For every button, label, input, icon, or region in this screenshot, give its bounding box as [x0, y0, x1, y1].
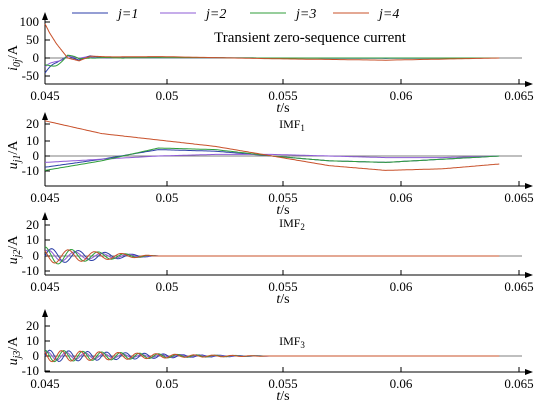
x-tick-label: 0.06 [390, 88, 413, 103]
x-tick-label: 0.06 [390, 190, 413, 205]
x-tick-label: 0.06 [390, 376, 413, 391]
y-tick-label: 0 [33, 348, 40, 363]
y-axis-arrow [42, 309, 48, 317]
y-tick-label: 20 [26, 217, 39, 232]
x-tick-label: 0.06 [390, 279, 413, 294]
legend-item-j4: j=4 [333, 7, 399, 22]
x-axis-arrow [525, 81, 533, 87]
panel-title: IMF3 [279, 334, 305, 350]
panel-1: 100 50 0 -50 0.045 0.05 0.055 0.06 0.065 t/s i0j/A… [6, 12, 534, 116]
x-tick-label: 0.05 [156, 88, 179, 103]
x-tick-label: 0.05 [156, 190, 179, 205]
x-tick-label: 0.045 [30, 376, 59, 391]
x-tick-label: 0.05 [156, 279, 179, 294]
y-tick-label: 10 [26, 333, 39, 348]
series-j4 [44, 120, 500, 171]
y-tick-label: 10 [26, 133, 39, 148]
legend-label-j1: j=1 [116, 7, 138, 22]
x-tick-label: 0.045 [30, 190, 59, 205]
legend-item-j3: j=3 [250, 7, 316, 22]
x-axis-arrow [525, 183, 533, 189]
x-axis-arrow [525, 272, 533, 278]
x-tick-label: 0.055 [268, 279, 297, 294]
legend-label-j2: j=2 [204, 7, 226, 22]
legend-item-j1: j=1 [72, 7, 138, 22]
y-tick-label: 50 [26, 32, 39, 47]
x-tick-label: 0.065 [504, 88, 533, 103]
y-axis-label: uj3/A [6, 336, 23, 366]
x-axis-label: t/s [276, 389, 289, 404]
y-tick-label: -10 [22, 363, 39, 378]
y-axis-label: uj2/A [6, 235, 23, 265]
y-tick-label: -10 [22, 163, 39, 178]
panel-title: IMF1 [279, 117, 305, 133]
series-j2 [44, 153, 500, 163]
y-tick-label: 20 [26, 116, 39, 131]
x-tick-label: 0.045 [30, 279, 59, 294]
x-tick-label: 0.065 [504, 190, 533, 205]
x-axis-arrow [525, 369, 533, 375]
series-j4 [44, 350, 500, 363]
series-j3 [44, 147, 500, 171]
x-tick-label: 0.055 [268, 376, 297, 391]
legend-label-j4: j=4 [377, 7, 399, 22]
panel-title: IMF2 [279, 216, 305, 232]
series-j3 [44, 246, 500, 265]
series-j3 [45, 54, 500, 67]
legend: j=1 j=2 j=3 j=4 [72, 7, 399, 22]
y-tick-label: 100 [20, 14, 40, 29]
y-tick-label: -50 [22, 68, 39, 83]
series-j4 [44, 23, 500, 62]
y-axis-label: uj1/A [6, 140, 23, 170]
x-tick-label: 0.05 [156, 376, 179, 391]
x-axis-label: t/s [276, 292, 289, 307]
y-tick-label: 0 [33, 148, 40, 163]
y-tick-label: 10 [26, 232, 39, 247]
x-tick-label: 0.045 [30, 88, 59, 103]
y-axis-arrow [42, 12, 48, 20]
y-tick-label: 20 [26, 318, 39, 333]
y-tick-label: 0 [33, 50, 40, 65]
panel-title: Transient zero-sequence current [214, 30, 407, 46]
x-tick-label: 0.055 [268, 88, 297, 103]
x-tick-label: 0.055 [268, 190, 297, 205]
legend-label-j3: j=3 [294, 7, 316, 22]
panel-2: 20 100-10 0.045 0.05 0.055 0.06 0.065 t/s uj1/A I… [6, 112, 534, 218]
x-tick-label: 0.065 [504, 376, 533, 391]
series-j4 [44, 249, 500, 264]
y-tick-label: -10 [22, 263, 39, 278]
y-axis-label: i0j/A [6, 44, 23, 71]
y-tick-label: 0 [33, 248, 40, 263]
y-axis-arrow [42, 212, 48, 220]
legend-item-j2: j=2 [160, 7, 226, 22]
y-axis-arrow [42, 112, 48, 120]
x-tick-label: 0.065 [504, 279, 533, 294]
x-axis-label: t/s [276, 101, 289, 116]
x-axis-label: t/s [276, 203, 289, 218]
